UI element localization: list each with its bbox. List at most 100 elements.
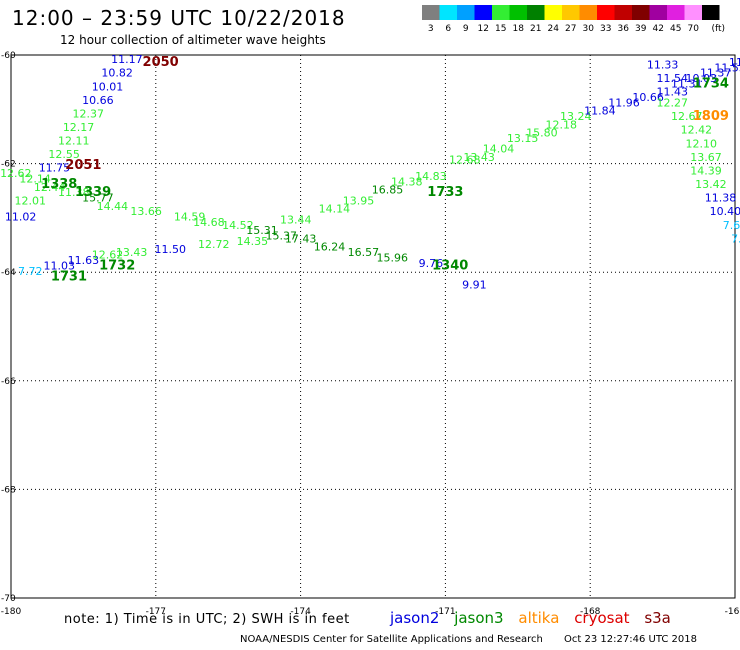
plot-frame (10, 54, 736, 599)
legend-swatch (632, 5, 650, 20)
wave-height-label: 10.03 (685, 72, 717, 85)
legend-swatch (439, 5, 457, 20)
sat-jason2: jason2 (390, 609, 440, 627)
wave-height-label: 14.39 (690, 164, 722, 177)
wave-height-label: 10.66 (82, 94, 114, 107)
wave-height-label: 12.68 (449, 154, 481, 167)
wave-height-label: 13.43 (463, 151, 495, 164)
wave-height-label: 14.35 (237, 235, 269, 248)
wave-height-label: 7.2 (731, 232, 740, 245)
wave-height-labels: 11.1710.8210.0110.6612.3712.1712.1112.55… (0, 53, 740, 291)
wave-height-label: 12.01 (15, 194, 47, 207)
wave-height-label: 15.77 (82, 192, 114, 205)
wave-height-label: 12.62 (92, 249, 124, 262)
pass-id-label: 1339 (75, 185, 111, 200)
legend-swatch (614, 5, 632, 20)
wave-height-label: 13.43 (116, 246, 148, 259)
credit-line: NOAA/NESDIS Center for Satellite Applica… (240, 634, 697, 645)
legend-tick-label: 45 (670, 24, 681, 34)
pass-id-label: 1733 (427, 185, 463, 200)
wave-height-label: 10.66 (632, 91, 664, 104)
wave-height-label: 12.11 (58, 135, 90, 148)
legend-tick-label: 3 (428, 24, 434, 34)
wave-height-label: 12.44 (34, 181, 66, 194)
wave-height-label: 13.15 (507, 132, 539, 145)
pass-id-label: 1809 (693, 109, 729, 124)
legend-swatch (667, 5, 685, 20)
wave-height-label: 7.72 (18, 265, 43, 278)
y-tick-label: -60 (1, 51, 16, 61)
units-note: note: 1) Time is in UTC; 2) SWH is in fe… (64, 612, 350, 627)
wave-height-label: 14.59 (174, 211, 206, 224)
wave-height-label: 11.63 (68, 254, 100, 267)
wave-height-label: 12.55 (48, 148, 80, 161)
legend-tick-label: 42 (653, 24, 664, 34)
wave-height-label: 11.54 (657, 72, 689, 85)
legend-swatch (509, 5, 527, 20)
x-tick-label: -174 (290, 607, 311, 617)
y-tick-label: -62 (1, 160, 16, 170)
wave-height-label: 11.31 (671, 78, 703, 91)
wave-height-label: 11.02 (5, 211, 37, 224)
legend-tick-label: 70 (688, 24, 700, 34)
pass-id-label: 1340 (432, 258, 468, 273)
sat-altika: altika (518, 609, 560, 627)
wave-height-label: 11.33 (647, 59, 679, 72)
wave-height-label: 10.40 (710, 205, 740, 218)
wave-height-label: 15.80 (526, 126, 558, 139)
axis-ticks: -180 -177 -174 -171 -168 -16 -60 -62 -64 -66 -68 -7… (1, 51, 740, 617)
pass-id-label: 1731 (51, 269, 87, 284)
chart-title: 12:00 – 23:59 UTC 10/22/2018 (12, 6, 346, 30)
wave-height-label: 16.57 (348, 246, 380, 259)
legend-swatch (649, 5, 667, 20)
wave-height-label: 11.96 (608, 97, 640, 110)
wave-height-label: 11.53 (714, 61, 740, 74)
x-tick-label: -177 (146, 607, 166, 617)
wave-height-label: 13.66 (130, 205, 162, 218)
wave-height-label: 14.44 (97, 200, 129, 213)
wave-height-label: 9.91 (462, 278, 487, 291)
legend-tick-label: 12 (478, 24, 489, 34)
wave-height-label: 14.68 (193, 216, 225, 229)
x-tick-label: -171 (435, 607, 455, 617)
legend-swatch (492, 5, 510, 20)
satellite-legend: jason2 jason3 altika cryosat s3a (390, 609, 681, 627)
wave-height-label: 9.76 (419, 257, 444, 270)
legend-swatch (597, 5, 615, 20)
legend-swatch (684, 5, 702, 20)
legend-unit: (ft) (712, 24, 726, 34)
wave-height-label: 12.72 (198, 238, 230, 251)
legend-tick-label: 33 (600, 24, 611, 34)
legend-tick-label: 18 (513, 24, 525, 34)
y-tick-label: -66 (1, 377, 16, 387)
wave-height-label: 7.61 (723, 219, 740, 232)
legend-tick-label: 27 (565, 24, 576, 34)
legend-swatch (562, 5, 580, 20)
generated-timestamp: Oct 23 12:27:46 UTC 2018 (564, 634, 697, 645)
wave-height-label: 14.38 (391, 175, 423, 188)
wave-height-label: 11.38 (58, 186, 90, 199)
legend-tick-label: 24 (548, 24, 560, 34)
legend-tick-label: 6 (445, 24, 451, 34)
wave-height-label: 12.10 (685, 137, 717, 150)
legend-swatch (702, 5, 720, 20)
wave-height-label: 13.24 (560, 110, 592, 123)
legend-swatch (579, 5, 597, 20)
wave-height-label: 13.67 (690, 151, 722, 164)
wave-height-label: 14.83 (415, 170, 447, 183)
wave-height-label: 11.84 (584, 105, 616, 118)
wave-height-label: 12.17 (63, 121, 95, 134)
pass-id-label: 1732 (99, 258, 135, 273)
wave-height-label: 14.04 (483, 143, 515, 156)
legend-tick-label: 30 (583, 24, 595, 34)
y-tick-label: -64 (1, 268, 16, 278)
wave-height-label: 15.96 (377, 251, 409, 264)
wave-height-label: 12.67 (671, 110, 703, 123)
legend-swatch (544, 5, 562, 20)
wave-height-label: 15.37 (266, 230, 298, 243)
wave-height-label: 12.37 (72, 107, 104, 120)
pass-id-label: 1734 (693, 77, 729, 92)
wave-height-label: 13.44 (280, 213, 312, 226)
legend-swatch (474, 5, 492, 20)
